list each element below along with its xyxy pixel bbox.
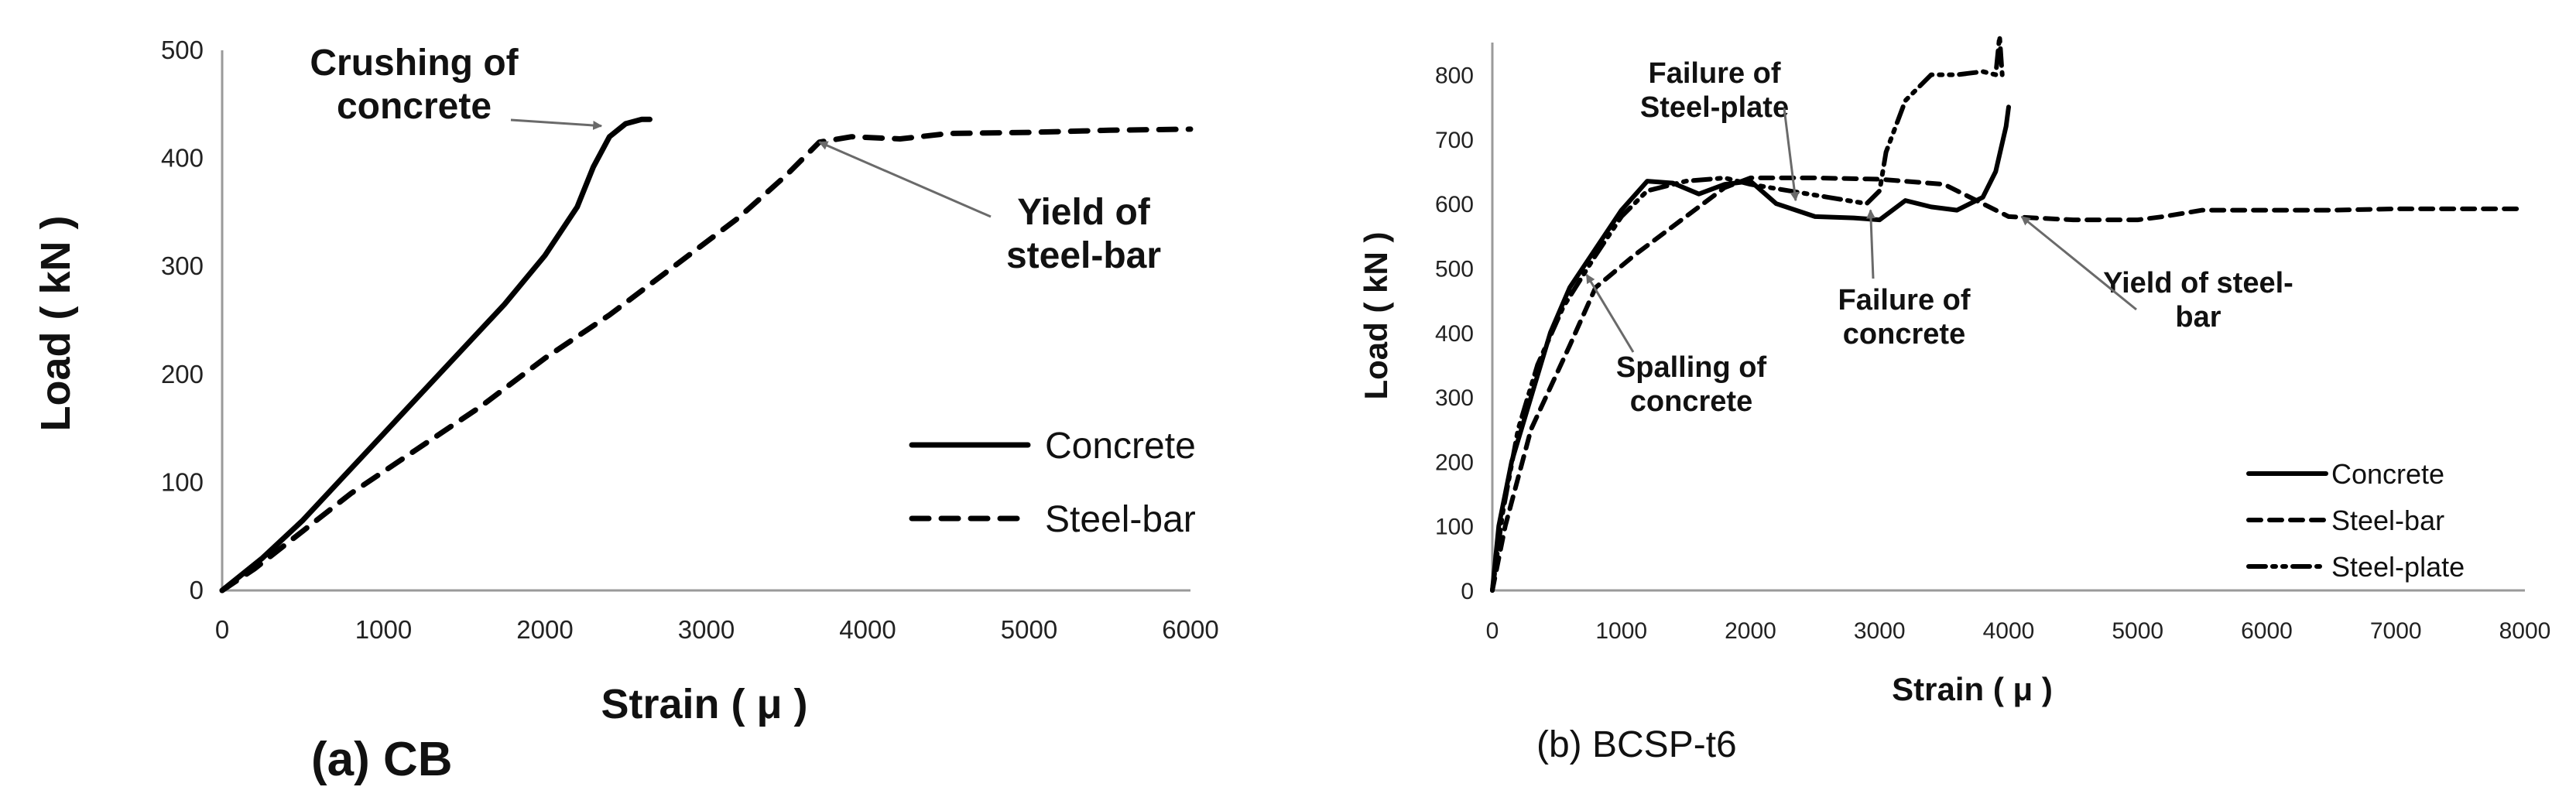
chart-a-x-tick-label: 2000 (516, 615, 573, 644)
chart-b-x-tick-label: 1000 (1595, 618, 1647, 644)
chart-b-legend-steel-plate-label: Steel-plate (2331, 551, 2465, 583)
chart-a-legend-concrete-label: Concrete (1045, 426, 1196, 467)
chart-b-annotation-arrow (1865, 209, 1875, 279)
chart-b-annotation-text: Steel-plate (1640, 91, 1789, 124)
chart-b-annotation-text: Failure of (1648, 57, 1780, 90)
chart-b-y-axis-label: Load ( kN ) (1358, 232, 1394, 400)
chart-a-y-tick-label: 400 (161, 144, 204, 173)
chart-a-annotation-text: steel-bar (1006, 235, 1161, 276)
chart-a-y-axis-label: Load ( kN ) (33, 216, 79, 432)
chart-a: 0 100 200 300 400 500 0 1000 2000 3000 4000 5000 60… (33, 36, 1219, 786)
chart-a-series-concrete (219, 116, 653, 594)
chart-a-y-tick-label: 0 (190, 576, 204, 604)
chart-a-annotation-text: Yield of (1017, 192, 1151, 233)
chart-b-y-tick-label: 600 (1435, 192, 1474, 217)
chart-b-annotation-arrow (1585, 273, 1635, 353)
chart-b-x-tick-label: 2000 (1725, 618, 1776, 644)
chart-a-x-tick-label: 4000 (839, 615, 896, 644)
chart-a-y-tick-label: 200 (161, 360, 204, 388)
chart-b-x-tick-label: 6000 (2241, 618, 2293, 644)
chart-b-annotation-text: Failure of (1838, 284, 1970, 316)
chart-a-y-tick-label: 300 (161, 251, 204, 280)
chart-a-y-tick-label: 100 (161, 467, 204, 496)
chart-b-annotation-text: bar (2175, 301, 2221, 334)
chart-a-x-tick-label: 3000 (678, 615, 735, 644)
chart-b-y-tick-label: 800 (1435, 63, 1474, 89)
chart-b-y-tick-label: 0 (1461, 579, 1474, 604)
chart-b-annotation-arrow (1783, 108, 1800, 202)
chart-b-x-tick-label: 3000 (1854, 618, 1906, 644)
chart-a-annotation-text: concrete (337, 86, 492, 127)
chart-b-x-tick-label: 8000 (2499, 618, 2551, 644)
chart-a-x-tick-label: 6000 (1162, 615, 1218, 644)
chart-a-x-tick-label: 5000 (1001, 615, 1057, 644)
chart-b-annotation-arrow (2020, 215, 2137, 311)
chart-b-x-tick-label: 4000 (1983, 618, 2035, 644)
chart-b-series-steel-bar (1490, 175, 2527, 593)
chart-b-annotation-text: concrete (1630, 385, 1752, 418)
chart-a-x-tick-label: 0 (215, 615, 229, 644)
chart-a-legend: Concrete Steel-bar (909, 426, 1196, 540)
chart-b-legend-concrete-label: Concrete (2331, 458, 2444, 490)
chart-a-x-tick-label: 1000 (355, 615, 412, 644)
chart-b-y-tick-label: 400 (1435, 321, 1474, 347)
chart-a-annotation-arrow (818, 141, 992, 218)
chart-b-legend-steel-bar-label: Steel-bar (2331, 505, 2444, 536)
chart-a-series-steel-bar (219, 126, 1194, 594)
chart-b-y-tick-label: 300 (1435, 385, 1474, 411)
chart-a-caption: (a) CB (311, 733, 453, 786)
chart-b-y-tick-label: 200 (1435, 450, 1474, 475)
chart-b-series-steel-plate (1490, 33, 2005, 593)
chart-a-annotation-arrow (510, 118, 603, 130)
chart-b-y-tick-label: 500 (1435, 257, 1474, 282)
chart-a-x-axis-label: Strain ( μ ) (601, 681, 807, 727)
chart-b-annotation-text: Yield of steel- (2103, 267, 2293, 299)
chart-b: 0 100 200 300 400 500 600 700 800 0 1000 2000 3000 4… (1358, 33, 2551, 765)
chart-a-legend-steel-bar-label: Steel-bar (1045, 499, 1196, 540)
chart-b-legend: Concrete Steel-bar Steel-plate (2246, 458, 2465, 583)
chart-b-x-tick-label: 5000 (2112, 618, 2163, 644)
chart-b-y-tick-label: 700 (1435, 128, 1474, 153)
chart-b-x-tick-label: 7000 (2370, 618, 2422, 644)
chart-b-y-tick-label: 100 (1435, 515, 1474, 540)
chart-b-x-tick-label: 0 (1486, 618, 1499, 644)
chart-b-x-axis-label: Strain ( μ ) (1892, 671, 2053, 707)
chart-a-y-tick-label: 500 (161, 36, 204, 64)
chart-b-annotation-text: Spalling of (1616, 351, 1767, 384)
chart-b-annotation-text: concrete (1843, 318, 1965, 351)
chart-b-caption: (b) BCSP-t6 (1536, 724, 1737, 765)
chart-a-annotation-text: Crushing of (310, 43, 519, 84)
